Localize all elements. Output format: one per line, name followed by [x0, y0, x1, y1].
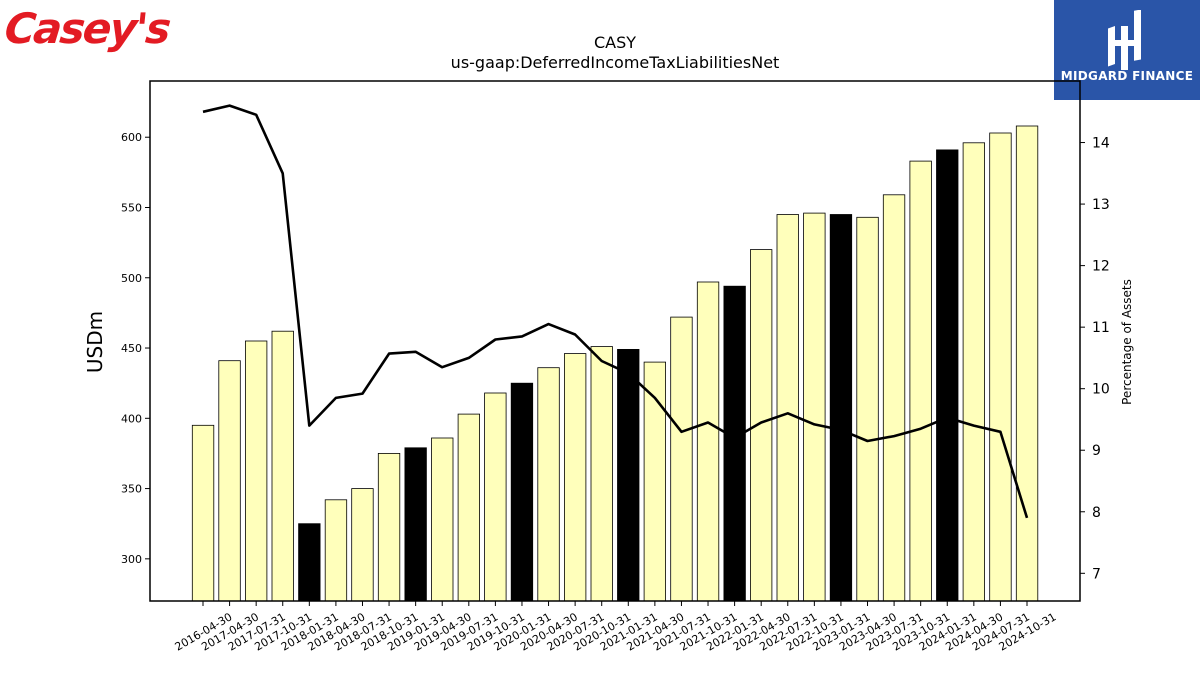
bar-2020-10-31 [590, 346, 613, 602]
y-tick-label: 500 [121, 272, 142, 285]
y-tick-label: 450 [121, 342, 142, 355]
y-tick-label: 400 [121, 412, 142, 425]
bar-2018-01-31 [298, 523, 321, 602]
y-tick-label: 300 [121, 553, 142, 566]
y2-tick-label: 14 [1092, 136, 1110, 152]
midgard-logo-mark-icon [1108, 10, 1141, 70]
bar-2023-07-31 [882, 194, 906, 602]
line-group [202, 104, 1029, 519]
y-tick-label: 600 [121, 131, 142, 144]
x-axis: 2016-04-302017-04-302017-07-312017-10-31… [173, 601, 1059, 654]
bar-2019-10-31 [484, 392, 507, 602]
bar-2020-01-31 [510, 382, 534, 602]
y-axis-right: 7 8 9 10 11 12 13 14 [1080, 136, 1110, 582]
bar-2021-10-31 [696, 281, 720, 602]
y2-tick-label: 9 [1092, 443, 1101, 459]
y2-tick-label: 7 [1092, 566, 1101, 582]
y2-tick-label: 13 [1092, 197, 1110, 213]
midgard-finance-logo: MIDGARD FINANCE [1054, 0, 1200, 100]
bar-2024-04-30 [962, 142, 985, 602]
bar-2022-07-31 [776, 214, 799, 602]
plot-frame [149, 80, 1081, 602]
bar-2021-01-31 [617, 348, 640, 602]
bar-2022-01-31 [723, 285, 746, 602]
y2-tick-label: 8 [1092, 505, 1101, 521]
bar-2016-04-30 [191, 424, 215, 602]
y2-tick-label: 12 [1092, 259, 1110, 275]
bar-2023-10-31 [909, 160, 932, 602]
y-axis-label: USDm [83, 311, 107, 373]
bar-2017-04-30 [218, 360, 241, 602]
bar-2017-10-31 [271, 330, 294, 602]
bar-2020-04-30 [537, 367, 560, 602]
bar-2022-04-30 [750, 249, 773, 602]
bar-2019-01-31 [404, 447, 427, 602]
bar-2020-07-31 [564, 353, 587, 602]
bar-2024-01-31 [936, 149, 959, 602]
bar-2024-10-31 [1015, 125, 1039, 602]
y2-tick-label: 10 [1092, 382, 1110, 398]
bar-2023-01-31 [829, 214, 853, 602]
bar-2019-04-30 [431, 437, 454, 602]
y-axis-left: 300 350 400 450 500 550 600 [121, 131, 150, 566]
y2-axis-label: Percentage of Assets [1120, 279, 1134, 405]
midgard-finance-wordmark: MIDGARD FINANCE [1060, 69, 1194, 83]
bar-2018-07-31 [351, 488, 374, 602]
percentage-line [202, 104, 1029, 519]
bar-2021-07-31 [670, 316, 693, 602]
bar-2018-04-30 [324, 499, 348, 602]
bar-2017-07-31 [244, 340, 268, 602]
chart-title: CASY [593, 33, 637, 52]
bar-2024-07-31 [989, 132, 1012, 602]
bar-2018-10-31 [377, 452, 401, 602]
bar-2023-04-30 [856, 216, 879, 602]
bars-group [191, 125, 1039, 602]
y-tick-label: 350 [121, 483, 142, 496]
chart-subtitle: us-gaap:DeferredIncomeTaxLiabilitiesNet [450, 53, 780, 72]
bar-2022-10-31 [803, 212, 826, 602]
y2-tick-label: 11 [1092, 320, 1110, 336]
bar-2019-07-31 [457, 413, 481, 602]
y-tick-label: 550 [121, 201, 142, 214]
